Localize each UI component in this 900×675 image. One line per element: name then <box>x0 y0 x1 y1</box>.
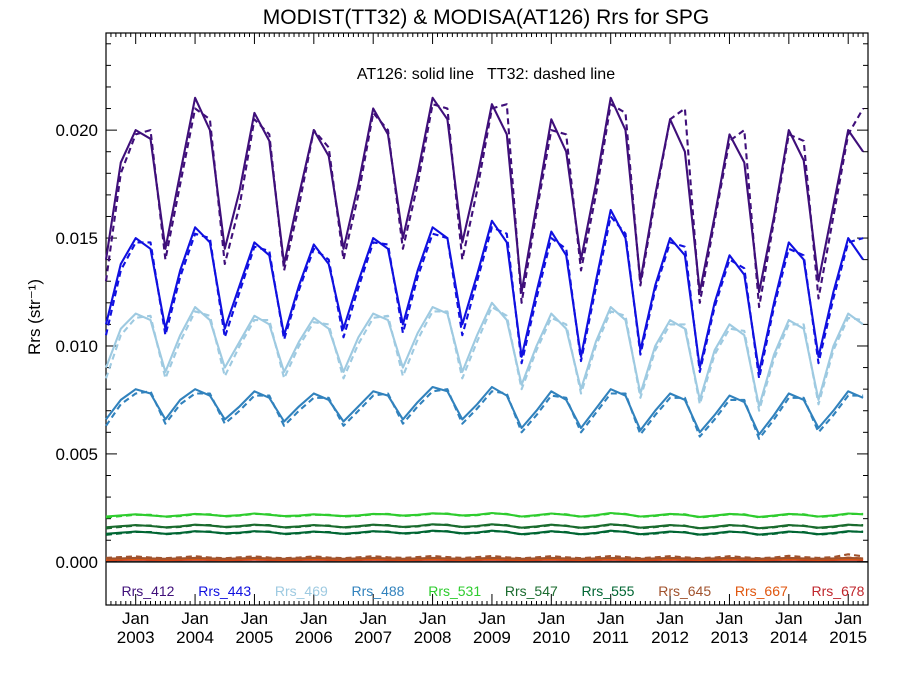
series-line-rrs-412-dashed <box>104 103 865 309</box>
series-layer <box>104 96 865 562</box>
x-tick-label-month: Jan <box>300 609 327 628</box>
series-line-rrs-469-solid <box>105 301 864 408</box>
series-line-rrs-555-dashed <box>105 530 864 537</box>
x-tick-label-year: 2008 <box>414 628 452 647</box>
x-tick-label-year: 2003 <box>117 628 155 647</box>
x-tick-label-year: 2014 <box>770 628 808 647</box>
legend-item-rrs-488: Rrs_488 <box>352 583 405 599</box>
x-tick-label-month: Jan <box>181 609 208 628</box>
x-tick-label-month: Jan <box>597 609 624 628</box>
series-line-rrs-531-dashed <box>105 512 864 519</box>
series-line-rrs-488-solid <box>105 385 864 436</box>
axes <box>105 32 869 606</box>
series-line-rrs-488-dashed <box>105 388 864 440</box>
legend-item-rrs-547: Rrs_547 <box>505 583 558 599</box>
x-tick-label-month: Jan <box>834 609 861 628</box>
series-line-rrs-547-dashed <box>105 523 864 530</box>
legend-item-rrs-531: Rrs_531 <box>428 583 481 599</box>
x-tick-label-year: 2004 <box>176 628 214 647</box>
series-line-rrs-469-dashed <box>105 306 864 412</box>
x-tick-label-month: Jan <box>122 609 149 628</box>
y-tick-label: 0.005 <box>55 445 98 464</box>
series-line-rrs-443-solid <box>104 208 864 373</box>
x-tick-label-year: 2011 <box>592 628 629 647</box>
x-tick-label-month: Jan <box>359 609 386 628</box>
x-tick-label-month: Jan <box>419 609 446 628</box>
legend-item-rrs-412: Rrs_412 <box>122 583 175 599</box>
x-tick-label-month: Jan <box>241 609 268 628</box>
legend-item-rrs-678: Rrs_678 <box>812 583 865 599</box>
y-tick-label: 0.015 <box>55 229 98 248</box>
x-tick-label-month: Jan <box>716 609 743 628</box>
x-tick-label-year: 2015 <box>829 628 867 647</box>
x-tick-label-month: Jan <box>775 609 802 628</box>
series-line-rrs-443-dashed <box>104 215 864 380</box>
chart-title: MODIST(TT32) & MODISA(AT126) Rrs for SPG <box>263 6 710 29</box>
series-line-rrs-645-dashed <box>105 553 864 560</box>
x-tick-label-year: 2009 <box>473 628 511 647</box>
legend: Rrs_412 Rrs_443 Rrs_469 Rrs_488 Rrs_531 Rrs_5… <box>122 583 865 599</box>
legend-item-rrs-469: Rrs_469 <box>275 583 328 599</box>
chart-annotation: AT126: solid line TT32: dashed line <box>357 66 615 83</box>
y-axis-label: Rrs (str⁻¹) <box>25 279 44 355</box>
x-tick-label-month: Jan <box>656 609 683 628</box>
legend-item-rrs-555: Rrs_555 <box>582 583 635 599</box>
legend-item-rrs-443: Rrs_443 <box>198 583 251 599</box>
legend-item-rrs-667: Rrs_667 <box>735 583 788 599</box>
series-line-rrs-645-solid <box>105 556 864 560</box>
series-line-rrs-412-solid <box>104 96 864 294</box>
x-tick-label-year: 2012 <box>651 628 689 647</box>
x-tick-label-month: Jan <box>478 609 505 628</box>
y-tick-label: 0.000 <box>55 553 98 572</box>
x-tick-label-year: 2006 <box>295 628 333 647</box>
x-tick-label-year: 2007 <box>354 628 392 647</box>
legend-item-rrs-645: Rrs_645 <box>658 583 711 599</box>
x-tick-label-year: 2005 <box>236 628 274 647</box>
y-tick-label: 0.010 <box>55 337 98 356</box>
x-tick-label-month: Jan <box>538 609 565 628</box>
tick-labels: 0.0000.0050.0100.0150.020Jan2003Jan2004J… <box>55 121 867 647</box>
y-tick-label: 0.020 <box>55 121 98 140</box>
x-tick-label-year: 2013 <box>711 628 749 647</box>
x-tick-label-year: 2010 <box>532 628 570 647</box>
